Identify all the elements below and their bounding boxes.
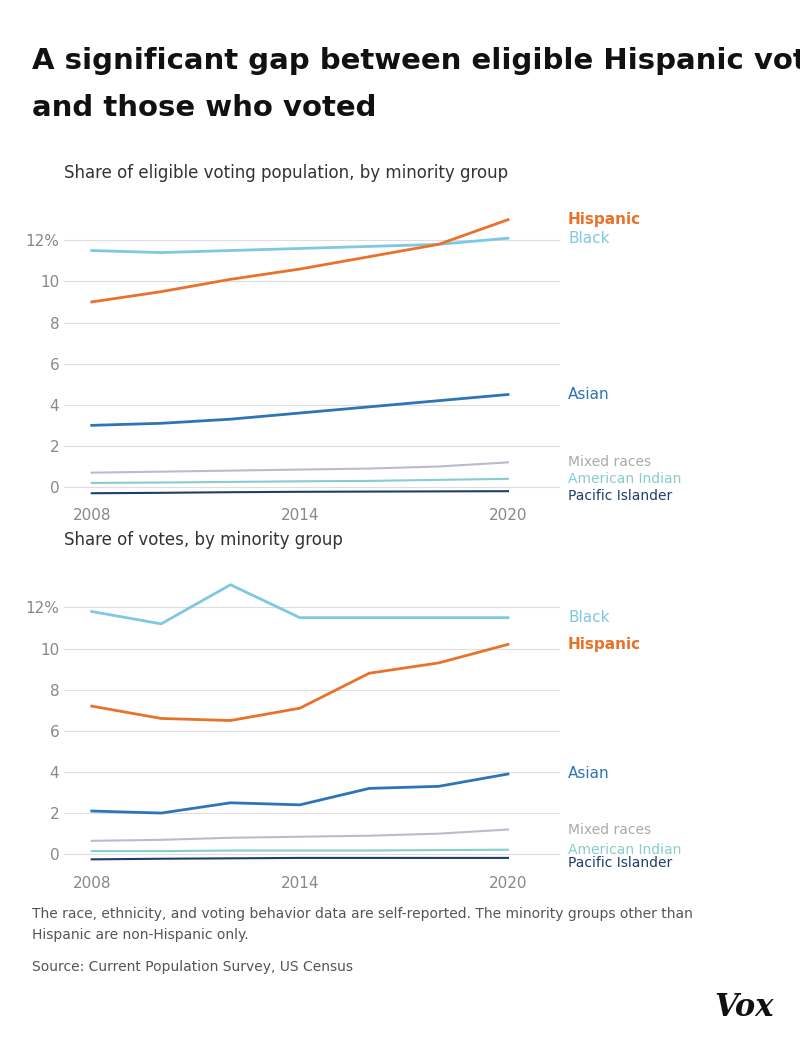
Text: Asian: Asian bbox=[568, 767, 610, 782]
Text: Share of votes, by minority group: Share of votes, by minority group bbox=[64, 531, 343, 549]
Text: Asian: Asian bbox=[568, 387, 610, 402]
Text: and those who voted: and those who voted bbox=[32, 94, 377, 123]
Text: Share of eligible voting population, by minority group: Share of eligible voting population, by … bbox=[64, 164, 508, 181]
Text: A significant gap between eligible Hispanic voters: A significant gap between eligible Hispa… bbox=[32, 47, 800, 76]
Text: Pacific Islander: Pacific Islander bbox=[568, 489, 672, 504]
Text: Vox: Vox bbox=[714, 991, 774, 1023]
Text: Hispanic: Hispanic bbox=[568, 212, 641, 228]
Text: American Indian: American Indian bbox=[568, 472, 682, 486]
Text: Pacific Islander: Pacific Islander bbox=[568, 856, 672, 870]
Text: Black: Black bbox=[568, 231, 610, 245]
Text: Mixed races: Mixed races bbox=[568, 455, 651, 469]
Text: Mixed races: Mixed races bbox=[568, 822, 651, 836]
Text: Black: Black bbox=[568, 611, 610, 625]
Text: The race, ethnicity, and voting behavior data are self-reported. The minority gr: The race, ethnicity, and voting behavior… bbox=[32, 907, 693, 942]
Text: American Indian: American Indian bbox=[568, 842, 682, 857]
Text: Source: Current Population Survey, US Census: Source: Current Population Survey, US Ce… bbox=[32, 960, 353, 973]
Text: Hispanic: Hispanic bbox=[568, 637, 641, 651]
